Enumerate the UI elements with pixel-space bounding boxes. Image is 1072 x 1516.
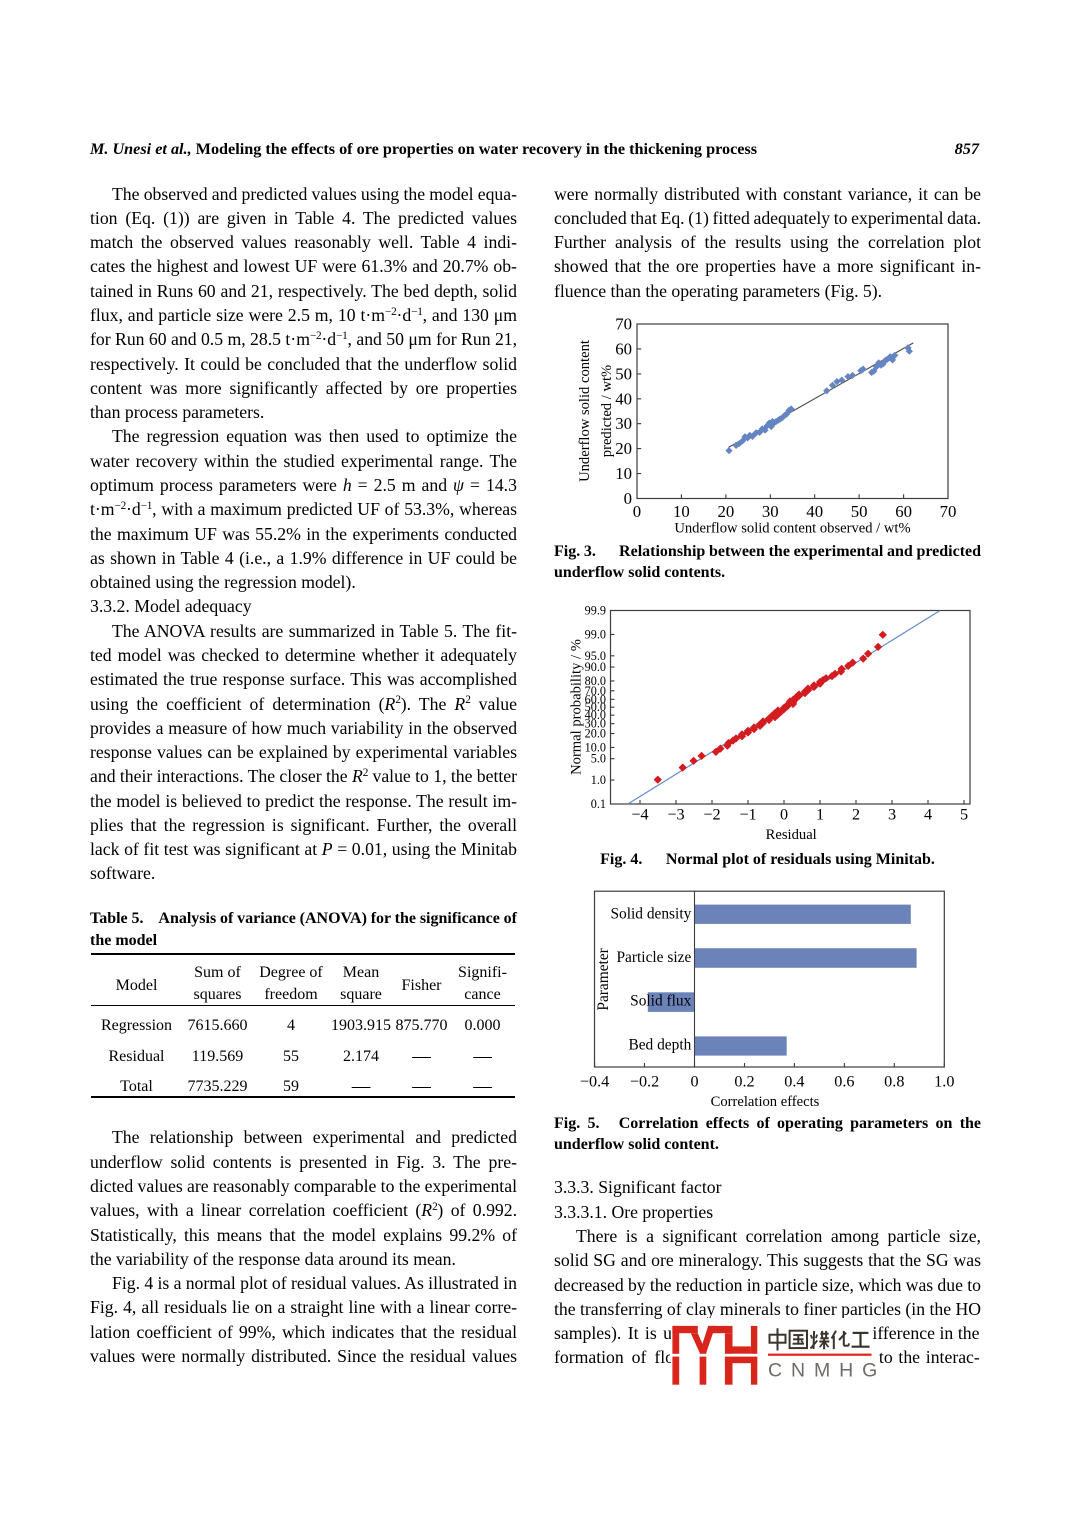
svg-text:0.1: 0.1	[591, 797, 606, 811]
svg-text:50: 50	[851, 502, 868, 521]
svg-text:Bed depth: Bed depth	[628, 1036, 691, 1053]
svg-text:−0.4: −0.4	[580, 1073, 609, 1091]
svg-text:5: 5	[960, 806, 968, 824]
svg-text:30: 30	[615, 414, 632, 433]
svg-text:10.0: 10.0	[585, 740, 606, 754]
svg-text:60.0: 60.0	[585, 692, 606, 706]
svg-text:70: 70	[940, 502, 957, 521]
svg-text:20: 20	[718, 502, 735, 521]
svg-text:50.0: 50.0	[585, 700, 606, 714]
svg-text:−3: −3	[667, 806, 684, 824]
svg-text:99.0: 99.0	[585, 627, 606, 641]
svg-text:Underflow solid content: Underflow solid content	[577, 340, 593, 482]
svg-text:40: 40	[806, 502, 823, 521]
svg-text:70: 70	[615, 315, 632, 334]
svg-text:4: 4	[924, 806, 932, 824]
svg-text:Particle size: Particle size	[617, 949, 692, 966]
svg-text:20.0: 20.0	[585, 727, 606, 741]
svg-text:CNMHG: CNMHG	[768, 1360, 886, 1382]
svg-text:80.0: 80.0	[585, 674, 606, 688]
svg-text:Underflow solid content observ: Underflow solid content observed / wt%	[674, 520, 910, 536]
svg-text:70.0: 70.0	[585, 684, 606, 698]
svg-text:0: 0	[633, 502, 641, 521]
svg-text:0.2: 0.2	[734, 1073, 754, 1091]
svg-text:Parameter: Parameter	[595, 948, 612, 1010]
svg-text:Normal probability / %: Normal probability / %	[569, 639, 585, 775]
svg-text:1: 1	[816, 806, 824, 824]
svg-text:Residual: Residual	[766, 827, 817, 843]
svg-text:predicted / wt%: predicted / wt%	[599, 365, 615, 457]
svg-text:60: 60	[615, 339, 632, 358]
svg-text:−2: −2	[703, 806, 720, 824]
svg-text:−0.2: −0.2	[630, 1073, 659, 1091]
svg-text:90.0: 90.0	[585, 660, 606, 674]
svg-text:−4: −4	[631, 806, 648, 824]
svg-text:Solid flux: Solid flux	[630, 993, 691, 1010]
svg-text:Correlation effects: Correlation effects	[711, 1094, 820, 1110]
svg-text:10: 10	[615, 464, 632, 483]
svg-text:30.0: 30.0	[585, 717, 606, 731]
svg-text:0.4: 0.4	[784, 1073, 804, 1091]
svg-text:10: 10	[673, 502, 690, 521]
svg-text:30: 30	[762, 502, 779, 521]
svg-text:60: 60	[895, 502, 912, 521]
svg-text:1.0: 1.0	[934, 1073, 954, 1091]
svg-text:20: 20	[615, 439, 632, 458]
svg-text:50: 50	[615, 364, 632, 383]
svg-text:0.6: 0.6	[834, 1073, 854, 1091]
svg-text:0: 0	[624, 489, 632, 508]
svg-text:1.0: 1.0	[591, 773, 606, 787]
svg-text:0: 0	[690, 1073, 698, 1091]
svg-text:3: 3	[888, 806, 896, 824]
svg-text:−1: −1	[739, 806, 756, 824]
svg-text:2: 2	[852, 806, 860, 824]
svg-text:40: 40	[615, 389, 632, 408]
svg-text:0: 0	[780, 806, 788, 824]
svg-text:0.8: 0.8	[884, 1073, 904, 1091]
svg-text:5.0: 5.0	[591, 752, 606, 766]
svg-text:99.9: 99.9	[585, 604, 606, 618]
svg-text:Solid density: Solid density	[610, 905, 691, 922]
svg-text:40.0: 40.0	[585, 708, 606, 722]
svg-text:95.0: 95.0	[585, 649, 606, 663]
